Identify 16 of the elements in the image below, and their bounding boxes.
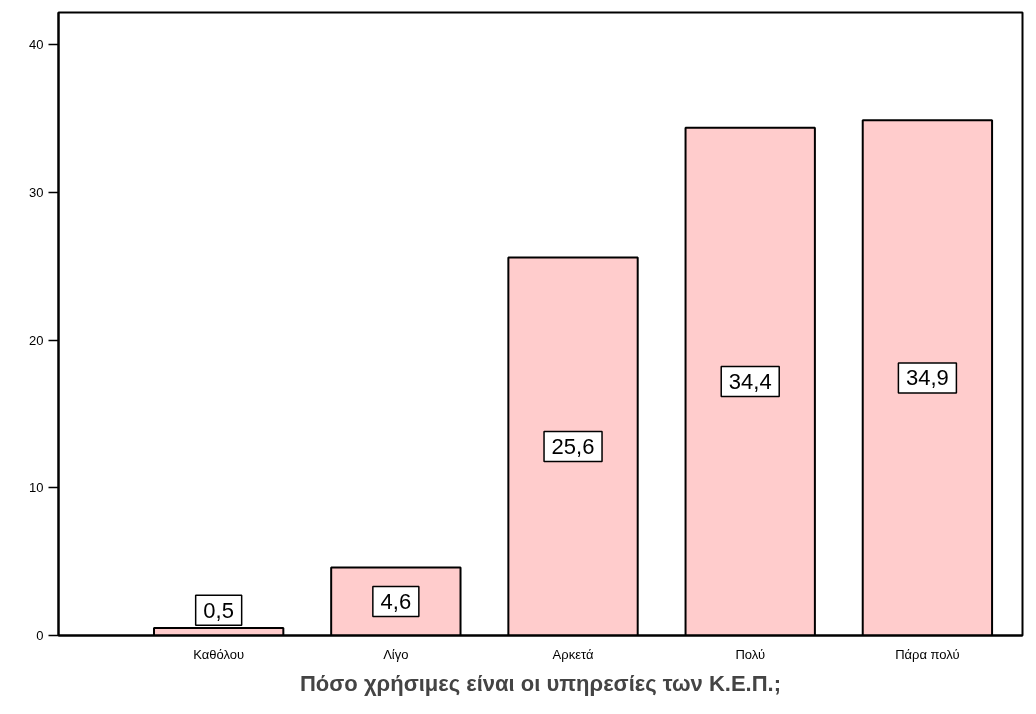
x-tick-label: Αρκετά <box>552 646 594 662</box>
y-tick-label: 0 <box>36 628 44 643</box>
y-tick-label: 10 <box>29 480 44 496</box>
data-label: 25,6 <box>551 434 595 460</box>
x-tick-label: Λίγο <box>383 646 409 662</box>
y-tick-label: 20 <box>29 332 44 348</box>
data-label: 0,5 <box>203 597 234 623</box>
y-tick-label: 30 <box>29 185 44 201</box>
x-tick-label: Καθόλου <box>193 646 245 662</box>
x-tick-label: Πάρα πολύ <box>895 646 960 662</box>
x-axis-title: Πόσο χρήσιμες είναι οι υπηρεσίες των Κ.Ε.Π.; <box>300 670 782 696</box>
x-tick-label: Πολύ <box>735 646 766 662</box>
data-label: 34,9 <box>905 365 949 391</box>
data-label: 34,4 <box>728 369 772 395</box>
y-tick-label: 40 <box>29 37 44 53</box>
data-label: 4,6 <box>380 589 412 615</box>
